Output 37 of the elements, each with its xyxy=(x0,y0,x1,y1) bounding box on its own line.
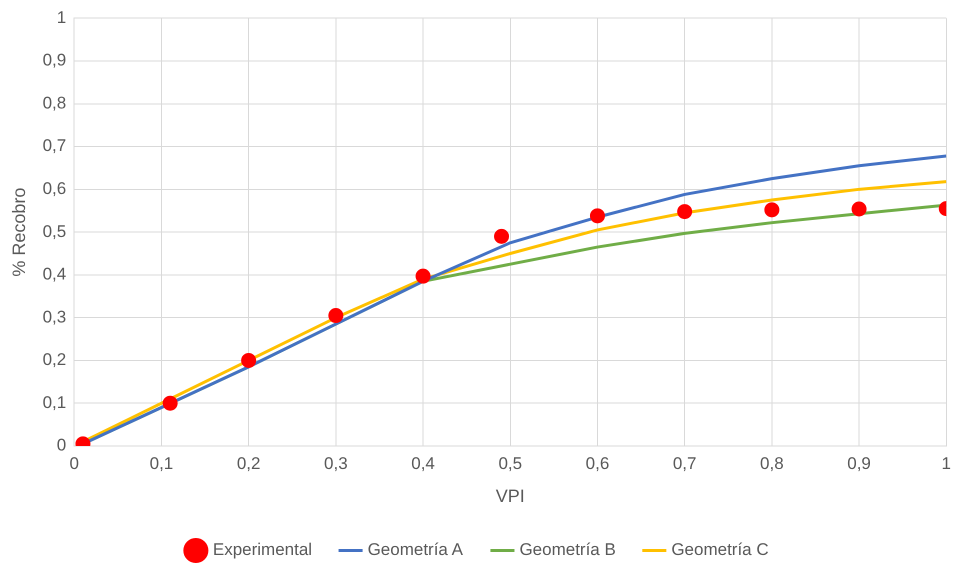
x-tick-label: 0,8 xyxy=(760,454,784,473)
legend-label: Geometría A xyxy=(368,540,464,560)
x-tick-label: 0,2 xyxy=(236,454,260,473)
y-tick-label: 0,6 xyxy=(42,179,66,198)
point xyxy=(416,268,431,284)
y-axis-title: % Recobro xyxy=(8,188,29,277)
point xyxy=(241,352,256,368)
legend-label: Geometría B xyxy=(519,540,616,560)
x-tick-label: 0,5 xyxy=(498,454,522,473)
legend-label: Geometría C xyxy=(671,540,769,560)
y-tick-label: 0,1 xyxy=(42,392,66,412)
point xyxy=(590,208,605,224)
x-tick-label: 0,9 xyxy=(847,454,871,473)
x-tick-label: 1 xyxy=(942,454,952,473)
x-tick-label: 0,3 xyxy=(324,454,348,473)
y-tick-label: 0,5 xyxy=(42,222,66,241)
x-tick-label: 0,7 xyxy=(672,454,696,473)
legend-label: Experimental xyxy=(212,540,312,560)
y-tick-label: 0,8 xyxy=(42,93,66,112)
y-tick-label: 0,3 xyxy=(42,307,66,326)
point xyxy=(764,202,780,218)
point xyxy=(162,396,178,411)
y-tick-label: 1 xyxy=(56,8,66,27)
x-tick-label: 0,4 xyxy=(411,454,435,473)
point xyxy=(852,202,867,216)
x-axis-title: VPI xyxy=(496,486,525,506)
y-tick-label: 0,9 xyxy=(42,50,66,70)
y-tick-label: 0 xyxy=(56,436,66,455)
x-tick-label: 0,6 xyxy=(586,454,610,473)
y-tick-label: 0,2 xyxy=(42,350,66,370)
x-tick-label: 0 xyxy=(70,454,79,473)
x-tick-label: 0,1 xyxy=(150,454,174,473)
y-tick-label: 0,4 xyxy=(42,264,66,284)
point xyxy=(677,204,692,220)
point xyxy=(494,228,510,244)
y-tick-label: 0,7 xyxy=(42,136,66,156)
point xyxy=(328,308,344,324)
